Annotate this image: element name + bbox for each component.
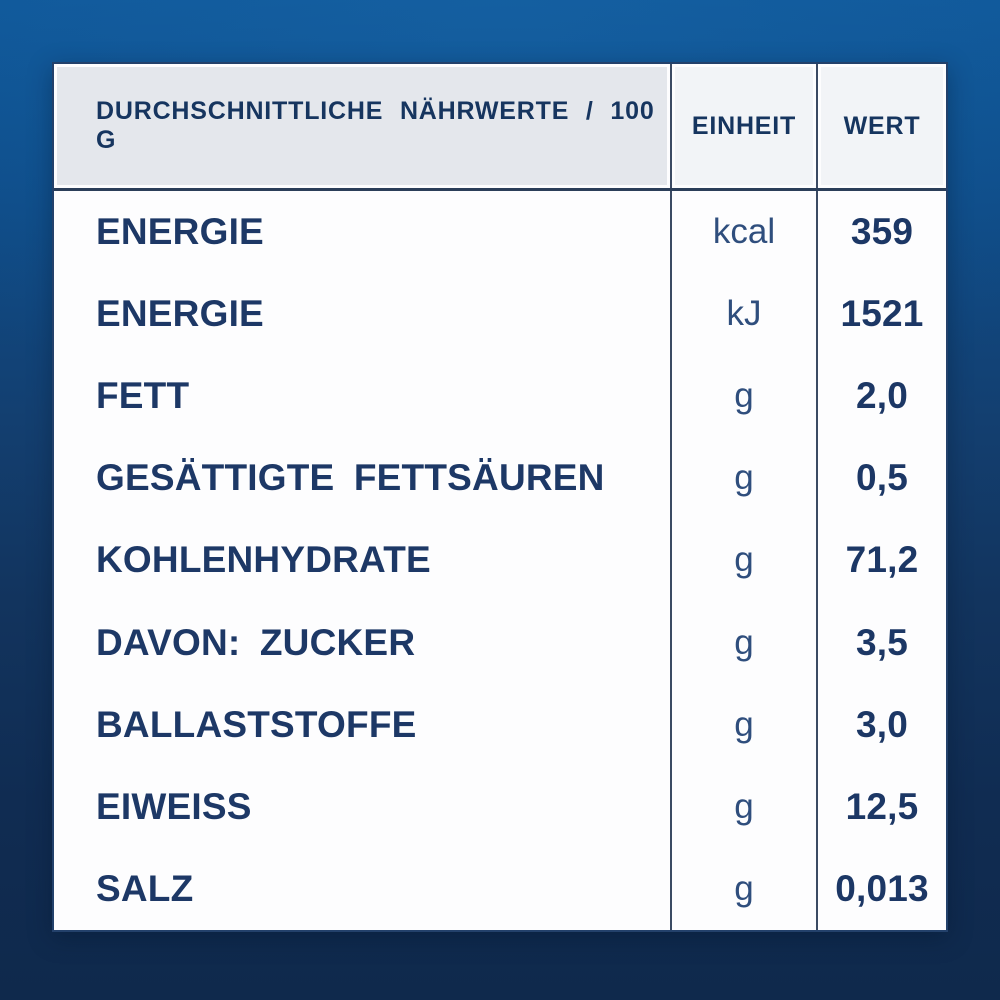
header-value-cell: WERT — [816, 64, 946, 188]
table-header-row: DURCHSCHNITTLICHE NÄHRWERTE / 100 G EINH… — [54, 64, 946, 191]
nutrient-value: 12,5 — [816, 765, 946, 848]
table-row: BALLASTSTOFFE g 3,0 — [54, 683, 946, 766]
nutrient-label: BALLASTSTOFFE — [96, 703, 417, 745]
header-nutrients-cell: DURCHSCHNITTLICHE NÄHRWERTE / 100 G — [54, 64, 670, 188]
nutrient-label: GESÄTTIGTE FETTSÄUREN — [96, 457, 605, 499]
table-body: ENERGIE kcal 359 ENERGIE kJ 1521 FETT g … — [54, 191, 946, 930]
nutrient-unit: kcal — [670, 191, 816, 274]
nutrient-unit: g — [670, 437, 816, 520]
nutrient-label: DAVON: ZUCKER — [96, 621, 416, 663]
nutrient-label: FETT — [96, 375, 190, 417]
nutrient-value: 359 — [816, 191, 946, 274]
table-row: DAVON: ZUCKER g 3,5 — [54, 601, 946, 684]
nutrient-value: 1521 — [816, 273, 946, 356]
nutrient-unit: kJ — [670, 273, 816, 356]
nutrient-label: ENERGIE — [96, 211, 264, 253]
table-row: SALZ g 0,013 — [54, 847, 946, 930]
nutrient-unit: g — [670, 355, 816, 438]
nutrient-unit: g — [670, 847, 816, 930]
nutrient-label: EIWEISS — [96, 785, 252, 827]
nutrient-value: 0,013 — [816, 847, 946, 930]
nutrient-label: ENERGIE — [96, 293, 264, 335]
nutrient-label: KOHLENHYDRATE — [96, 539, 431, 581]
nutrient-unit: g — [670, 683, 816, 766]
table-row: GESÄTTIGTE FETTSÄUREN g 0,5 — [54, 437, 946, 520]
nutrient-unit: g — [670, 519, 816, 602]
table-row: KOHLENHYDRATE g 71,2 — [54, 519, 946, 602]
table-row: EIWEISS g 12,5 — [54, 765, 946, 848]
nutrient-unit: g — [670, 765, 816, 848]
nutrient-value: 71,2 — [816, 519, 946, 602]
nutrient-value: 3,5 — [816, 601, 946, 684]
table-row: ENERGIE kcal 359 — [54, 191, 946, 274]
table-row: ENERGIE kJ 1521 — [54, 273, 946, 356]
table-row: FETT g 2,0 — [54, 355, 946, 438]
header-unit-cell: EINHEIT — [670, 64, 816, 188]
nutrient-value: 0,5 — [816, 437, 946, 520]
nutrient-unit: g — [670, 601, 816, 684]
nutrient-value: 2,0 — [816, 355, 946, 438]
nutrient-label: SALZ — [96, 867, 194, 909]
nutrition-table-card: DURCHSCHNITTLICHE NÄHRWERTE / 100 G EINH… — [52, 62, 948, 932]
nutrient-value: 3,0 — [816, 683, 946, 766]
